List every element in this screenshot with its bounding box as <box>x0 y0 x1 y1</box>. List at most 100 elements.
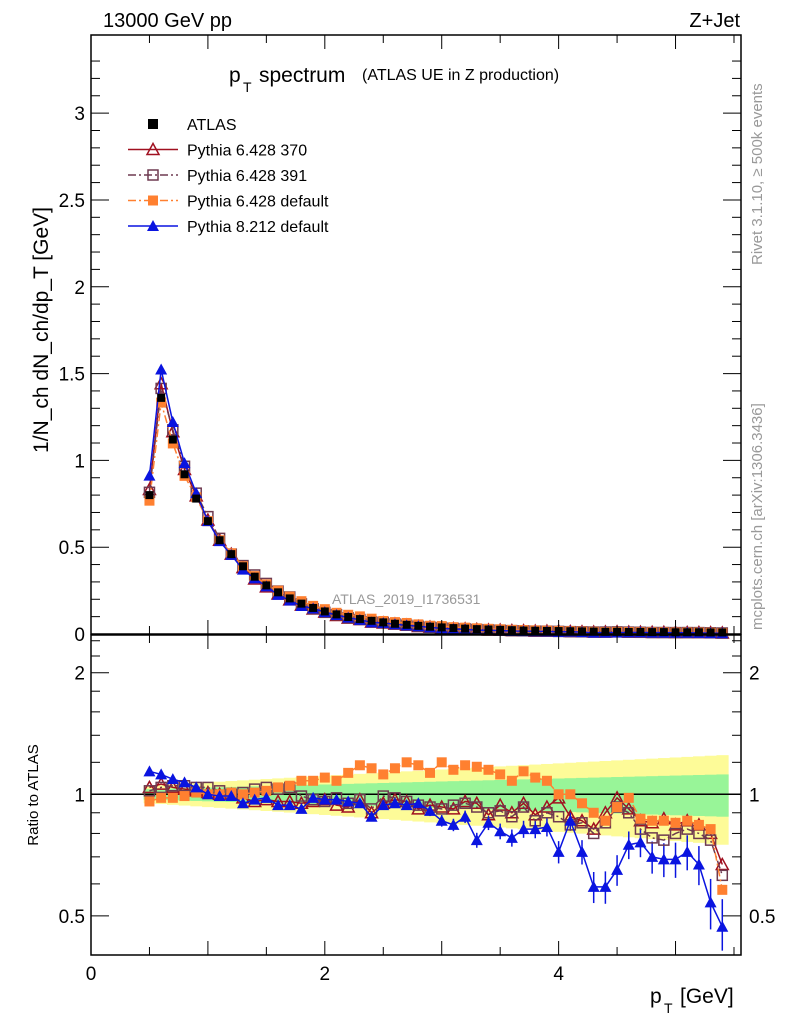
ratio-series-point <box>505 831 518 843</box>
atlas-point <box>484 625 493 634</box>
legend-label: Pythia 6.428 391 <box>187 168 307 185</box>
ratio-series-point <box>635 813 646 824</box>
atlas-point <box>297 599 306 608</box>
ratio-series-point <box>670 817 681 828</box>
ratio-series-point <box>435 814 448 826</box>
ratio-series-point <box>261 785 272 796</box>
ratio-series-point <box>587 880 600 892</box>
green-band-bin <box>704 774 717 817</box>
ratio-series-point <box>354 760 365 771</box>
atlas-point <box>601 627 610 636</box>
svg-text:T: T <box>664 1000 673 1016</box>
ratio-series-point <box>529 823 542 835</box>
curves <box>91 363 741 951</box>
main-series-point <box>155 382 167 395</box>
ratio-y-tick-label-right: 1 <box>749 785 760 806</box>
ratio-series-point <box>153 776 169 790</box>
ratio-series-point <box>236 797 249 809</box>
axes-frame: 0 2 4 0 0.5 1 1.5 2 2.5 3 0.5 0.5 1 1 2 2 <box>59 34 775 985</box>
ratio-series-point <box>693 819 704 830</box>
legend-marker <box>148 119 158 129</box>
ratio-series-point <box>657 853 670 865</box>
top-left-label: 13000 GeV pp <box>103 10 232 32</box>
ratio-series-point <box>704 896 717 908</box>
ratio-y-tick-label-left: 0.5 <box>59 907 85 928</box>
legend-item: Pythia 6.428 370 <box>128 141 307 160</box>
ratio-series-point <box>541 775 552 786</box>
legend-label: Pythia 6.428 370 <box>187 143 307 160</box>
x-tick-label: 0 <box>86 964 97 985</box>
ratio-series-point <box>669 827 682 840</box>
legend-label: Pythia 6.428 default <box>187 194 329 211</box>
ratio-series-point <box>682 815 693 826</box>
ratio-series-point <box>434 799 449 813</box>
atlas-point <box>578 627 587 636</box>
ratio-series-point <box>342 795 355 807</box>
ratio-series-point <box>623 807 635 819</box>
ratio-series-point <box>646 832 658 844</box>
atlas-point <box>332 610 341 619</box>
legend-item: ATLAS <box>148 117 237 134</box>
ratio-series-point <box>564 814 577 826</box>
ratio-series-point <box>295 790 308 802</box>
atlas-point <box>542 626 551 635</box>
ratio-series-point <box>401 757 412 768</box>
ratio-y-axis-label: Ratio to ATLAS <box>25 744 42 845</box>
ratio-y-tick-label-right: 2 <box>749 664 760 685</box>
ratio-series-point <box>518 766 529 777</box>
ratio-series-point <box>295 802 308 814</box>
ratio-series-point <box>552 810 565 823</box>
ratio-series-point <box>716 869 729 882</box>
ratio-series-point <box>647 815 658 826</box>
ratio-series-point <box>273 782 284 793</box>
ratio-series-point <box>340 799 356 813</box>
atlas-point <box>309 603 318 612</box>
green-band-bin <box>716 774 729 817</box>
main-series-point <box>166 416 179 428</box>
atlas-point <box>519 626 528 635</box>
ratio-series-point <box>717 884 728 895</box>
atlas-point <box>227 550 236 559</box>
ratio-series-point <box>378 769 389 780</box>
ratio-series-point <box>448 764 459 775</box>
svg-text:[GeV]: [GeV] <box>680 985 734 1008</box>
ratio-series-point <box>283 799 296 811</box>
green-band-bin <box>669 775 682 816</box>
green-band-bin <box>657 775 671 815</box>
ratio-series-point <box>436 757 447 768</box>
ratio-series-point <box>412 797 425 809</box>
ratio-series-point <box>143 785 156 797</box>
ratio-series-point <box>516 795 531 810</box>
atlas-point <box>238 562 247 571</box>
ratio-series-point <box>318 793 331 805</box>
ratio-series-point <box>612 802 623 813</box>
atlas-point <box>145 491 154 500</box>
atlas-point <box>274 588 283 597</box>
atlas-point <box>320 607 329 616</box>
atlas-point <box>718 628 727 637</box>
ratio-series-point <box>506 810 518 823</box>
ratio-series-point <box>574 813 590 827</box>
atlas-point <box>472 625 481 634</box>
main-series-point <box>143 469 156 481</box>
side-label-rivet: Rivet 3.1.10, ≥ 500k events <box>749 83 766 265</box>
top-right-label: Z+Jet <box>689 10 740 32</box>
ratio-series-point <box>166 773 179 785</box>
atlas-point <box>706 628 715 637</box>
ratio-series-point <box>611 863 624 875</box>
ratio-series-point <box>400 799 413 811</box>
ratio-series-point <box>705 824 716 835</box>
ratio-series-point <box>646 850 659 862</box>
ratio-series-point <box>319 772 330 783</box>
ratio-series-point <box>457 793 473 808</box>
ratio-series-point <box>248 793 261 805</box>
ratio-series-point <box>540 820 553 832</box>
ratio-series-point <box>541 807 553 819</box>
main-series-point <box>178 457 191 469</box>
ratio-series-point <box>353 797 366 809</box>
svg-text:T: T <box>243 79 252 95</box>
x-axis-label: p T [GeV] <box>650 985 734 1016</box>
ratio-series-point <box>308 775 319 786</box>
ratio-series-point <box>284 780 295 791</box>
